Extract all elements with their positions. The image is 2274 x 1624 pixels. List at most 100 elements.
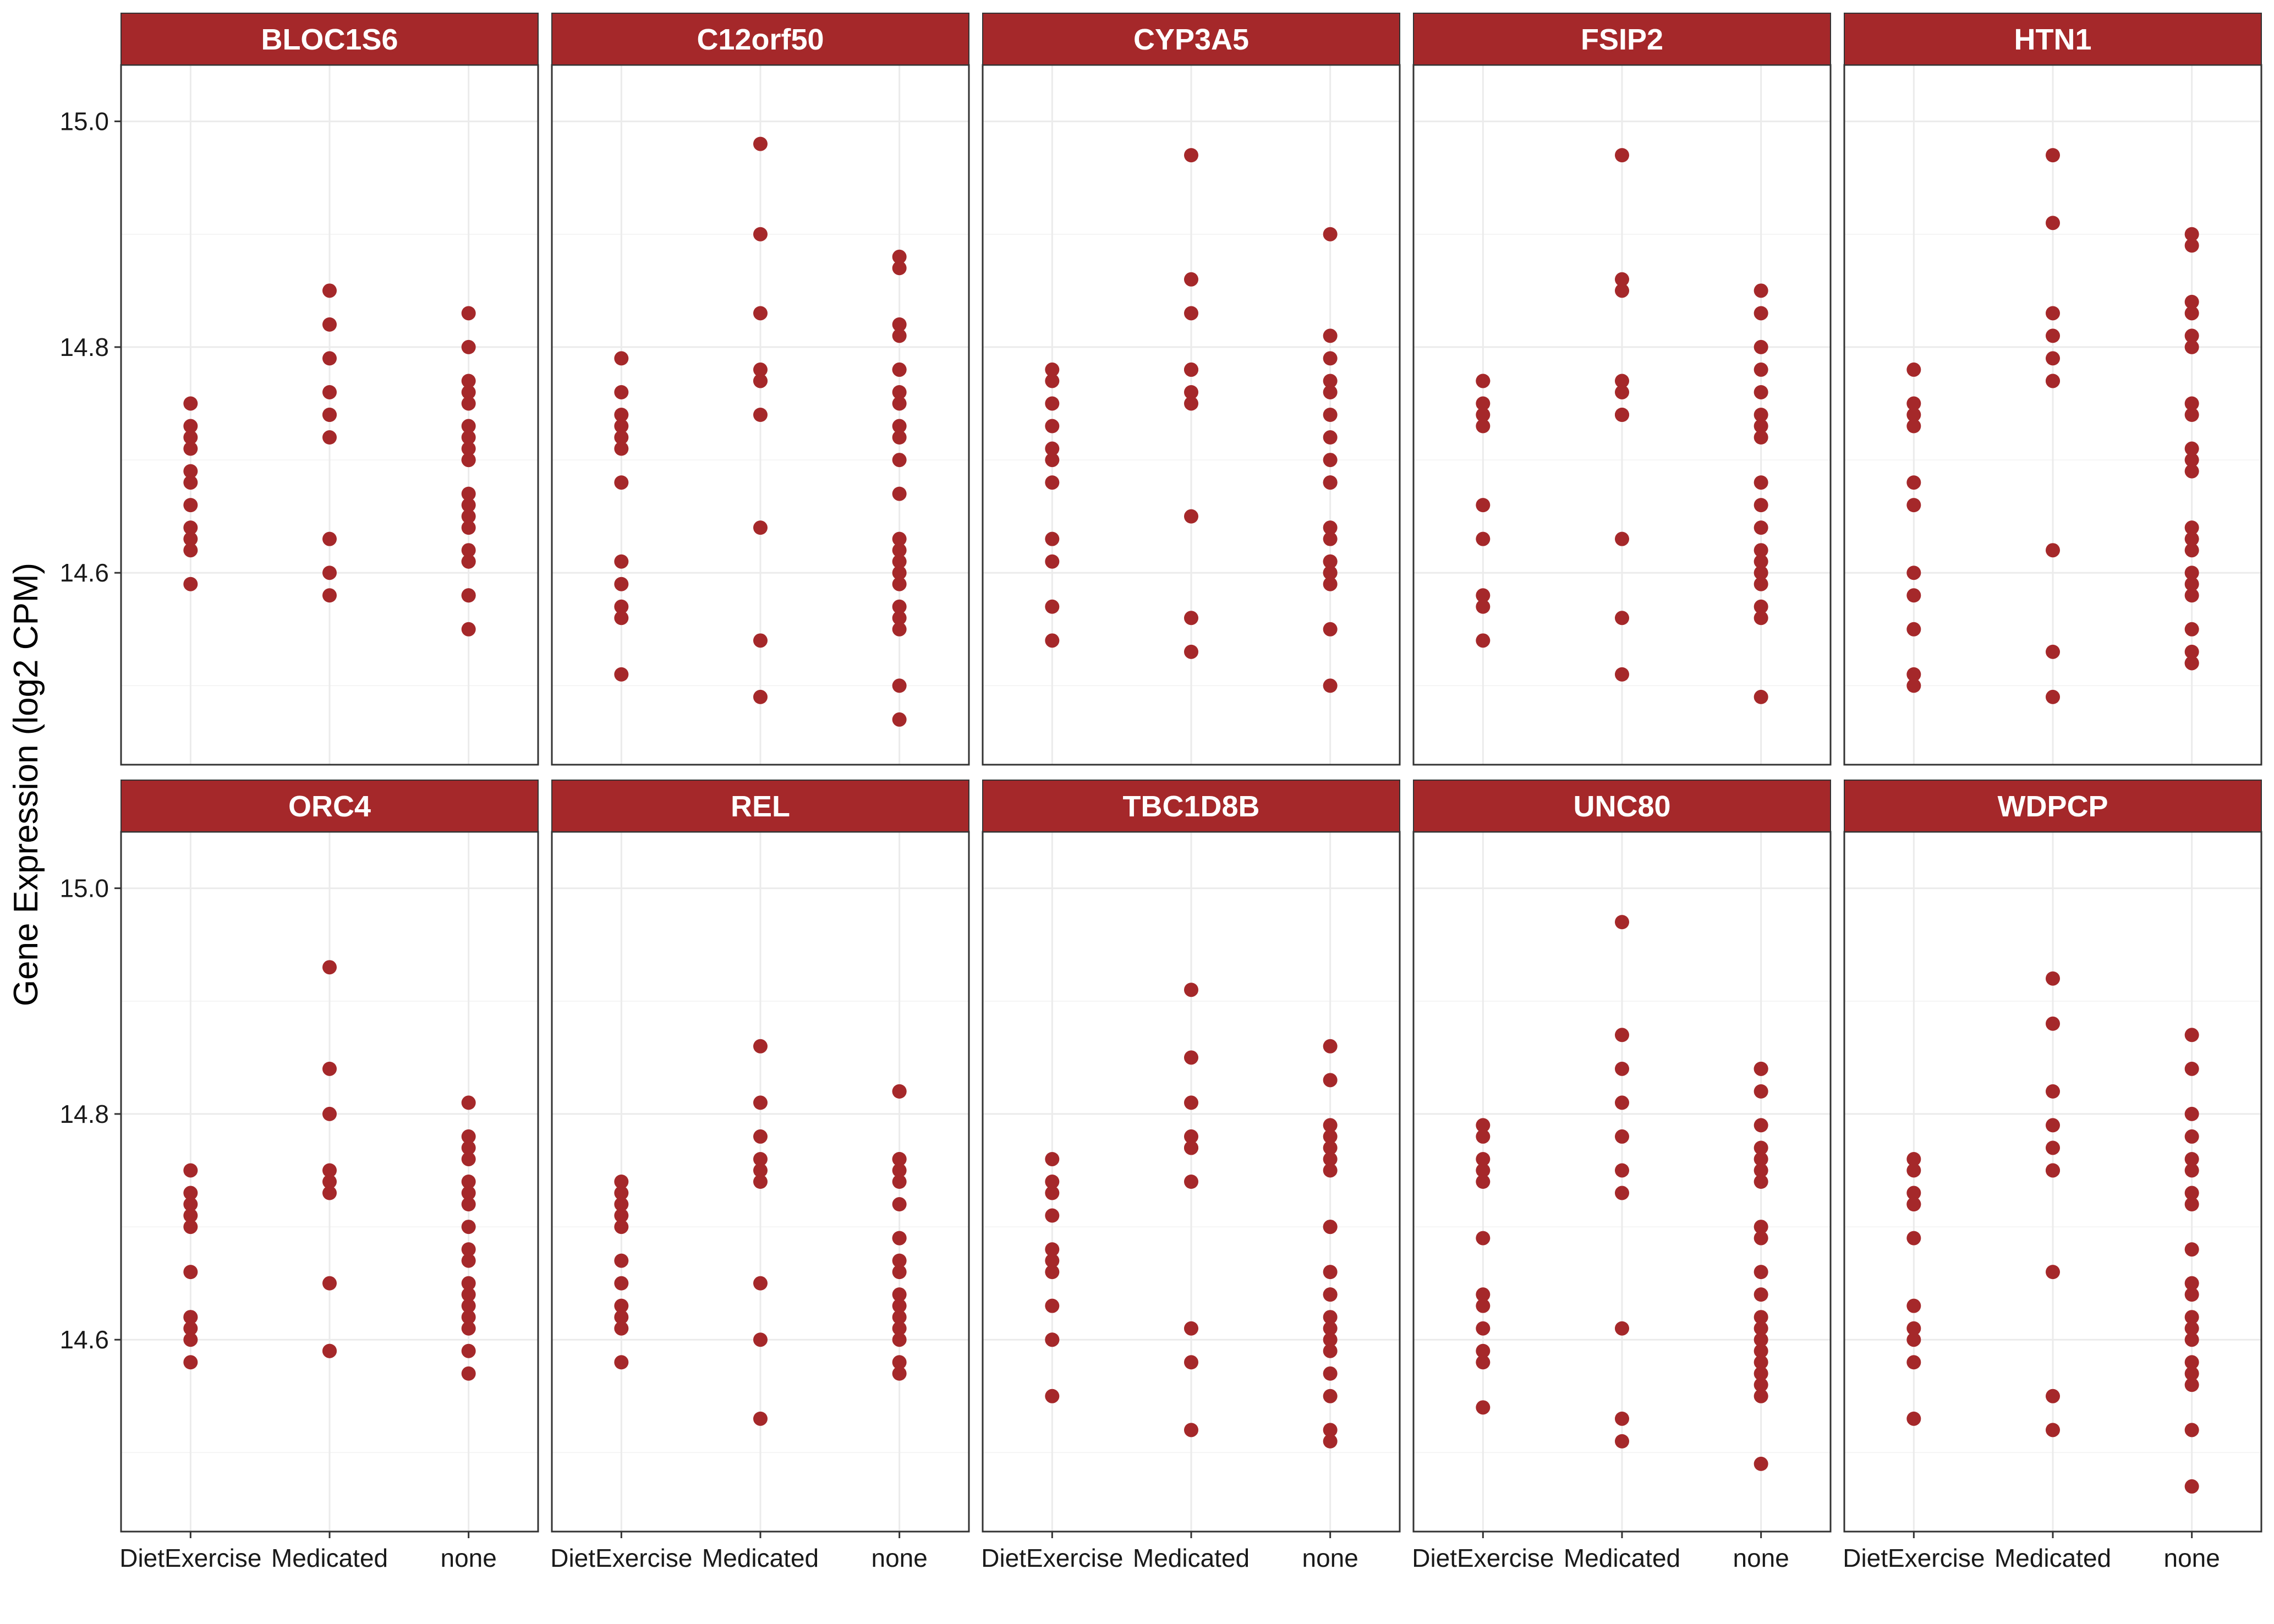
data-point [1323,475,1338,490]
data-point [1045,1208,1060,1223]
panel-bloc1s6: BLOC1S6 14.6 14.8 15.0 [59,13,539,766]
x-tick-label: none [871,1544,927,1572]
data-point [1754,498,1768,513]
data-point [1906,396,1921,411]
data-point [892,1197,907,1212]
data-point [2184,1129,2199,1144]
data-point [183,419,198,434]
data-point [2046,543,2060,558]
data-point [183,1197,198,1212]
data-point [1323,1220,1338,1235]
data-point [614,385,629,399]
data-point [892,1355,907,1370]
data-point [1323,1287,1338,1302]
data-point [892,261,907,276]
y-tick-label: 14.8 [59,333,109,361]
data-point [1615,1028,1629,1043]
data-point [461,486,476,501]
data-point [2184,453,2199,468]
data-point [1323,385,1338,399]
facet-strip-label: REL [731,790,790,823]
data-point [1906,1163,1921,1178]
x-tick-label: none [1733,1544,1789,1572]
data-point [2046,1140,2060,1155]
data-point [892,1175,907,1189]
data-point [1476,1287,1491,1302]
data-point [614,1298,629,1313]
data-point [2184,1287,2199,1302]
data-point [1754,1355,1768,1370]
data-point [892,385,907,399]
data-point [322,408,337,422]
data-point [322,430,337,445]
data-point [2046,328,2060,343]
facet-strip-label: WDPCP [1998,790,2108,823]
data-point [183,577,198,591]
data-point [2046,374,2060,388]
data-point [1615,272,1629,287]
data-point [892,453,907,468]
data-point [461,453,476,468]
data-point [2046,1016,2060,1031]
data-point [1754,1084,1768,1099]
data-point [1323,1163,1338,1178]
data-point [1754,689,1768,704]
data-point [892,531,907,546]
panel-c12orf50: C12orf50 [551,13,970,766]
data-point [1754,1118,1768,1133]
facet-strip-label: HTN1 [2014,23,2091,56]
data-point [2046,148,2060,163]
data-point [1323,1389,1338,1403]
data-point [1906,566,1921,580]
data-point [1045,475,1060,490]
data-point [2184,577,2199,591]
data-point [1906,622,1921,637]
data-point [753,408,768,422]
panel-wdpcp: WDPCP DietExercise Medicated none [1843,780,2262,1572]
data-point [614,1197,629,1212]
facet-strip [1844,13,2262,65]
data-point [2184,1366,2199,1381]
data-point [1615,667,1629,682]
data-point [1323,408,1338,422]
data-point [1184,396,1198,411]
x-tick-label: DietExercise [1843,1544,1985,1572]
data-point [1906,1186,1921,1200]
data-point [1323,1073,1338,1088]
data-point [1184,1140,1198,1155]
data-point [2046,644,2060,659]
data-point [2184,1061,2199,1076]
data-point [1184,1321,1198,1336]
facet-strip [1413,780,1831,832]
data-point [322,351,337,366]
data-point [2184,294,2199,309]
data-point [2184,1186,2199,1200]
data-point [461,1287,476,1302]
data-point [1754,1310,1768,1325]
data-point [1323,566,1338,580]
data-point [2184,1423,2199,1438]
panel-htn1: HTN1 [1843,13,2262,766]
data-point [1476,1343,1491,1358]
data-point [2046,1163,2060,1178]
data-point [461,374,476,388]
x-tick-label: Medicated [1133,1544,1250,1572]
data-point [461,1310,476,1325]
data-point [2184,1163,2199,1178]
data-point [2046,351,2060,366]
data-point [1323,554,1338,569]
data-point [461,1321,476,1336]
x-tick-label: DietExercise [550,1544,692,1572]
data-point [461,1175,476,1189]
data-point [183,1208,198,1223]
data-point [461,1253,476,1268]
facet-strip-label: C12orf50 [697,23,824,56]
data-point [614,419,629,434]
data-point [753,374,768,388]
data-point [1615,531,1629,546]
data-point [1184,1095,1198,1110]
data-point [1615,915,1629,930]
data-point [1476,1129,1491,1144]
data-point [753,1129,768,1144]
data-point [1476,599,1491,614]
